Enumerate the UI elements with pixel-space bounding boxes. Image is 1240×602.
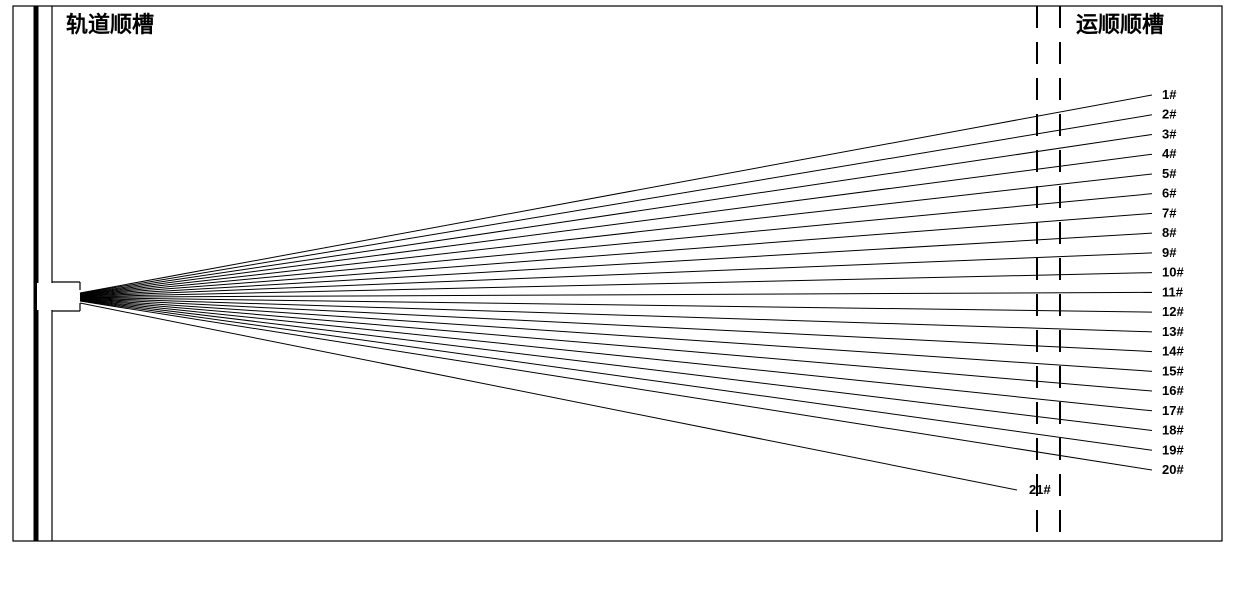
fan-line-label-14: 14#: [1162, 344, 1184, 359]
fan-line-label-1: 1#: [1162, 87, 1177, 102]
fan-line-label-9: 9#: [1162, 245, 1177, 260]
fan-line-label-10: 10#: [1162, 265, 1184, 280]
fan-line-label-21: 21#: [1029, 482, 1051, 497]
fan-line-label-7: 7#: [1162, 205, 1177, 220]
fan-line-label-20: 20#: [1162, 462, 1184, 477]
fan-line-label-16: 16#: [1162, 383, 1184, 398]
fan-line-label-12: 12#: [1162, 304, 1184, 319]
fan-line-label-19: 19#: [1162, 442, 1184, 457]
fan-line-label-4: 4#: [1162, 146, 1177, 161]
fan-line-label-17: 17#: [1162, 403, 1184, 418]
fan-line-label-15: 15#: [1162, 363, 1184, 378]
fan-line-label-13: 13#: [1162, 324, 1184, 339]
fan-line-label-6: 6#: [1162, 186, 1177, 201]
title-left: 轨道顺槽: [66, 12, 154, 37]
left-notch-mask: [37, 283, 79, 310]
title-right: 运顺顺槽: [1076, 12, 1164, 37]
fan-line-label-5: 5#: [1162, 166, 1177, 181]
fan-line-label-11: 11#: [1162, 284, 1184, 299]
fan-line-label-8: 8#: [1162, 225, 1177, 240]
fan-line-label-2: 2#: [1162, 107, 1177, 122]
fan-line-label-3: 3#: [1162, 126, 1177, 141]
fan-line-label-18: 18#: [1162, 423, 1184, 438]
